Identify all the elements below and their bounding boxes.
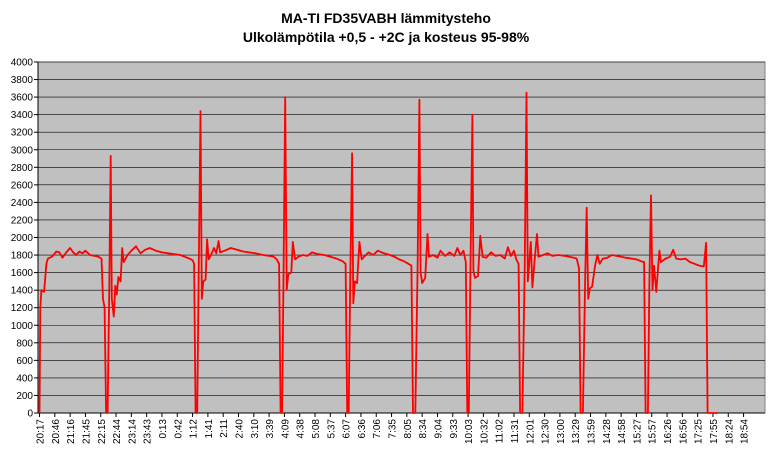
y-tick-label: 3000 — [11, 145, 34, 156]
x-tick-label: 4:38 — [296, 419, 307, 439]
x-tick-label: 5:08 — [311, 419, 322, 439]
chart-subtitle: Ulkolämpötila +0,5 - +2C ja kosteus 95-9… — [242, 29, 530, 45]
x-tick-label: 23:43 — [143, 419, 154, 444]
x-tick-label: 22:44 — [112, 419, 123, 444]
x-tick-label: 5:37 — [326, 419, 337, 439]
x-tick-label: 13:29 — [571, 419, 582, 444]
x-tick-label: 6:07 — [342, 419, 353, 439]
y-tick-label: 3600 — [11, 93, 34, 104]
y-tick-label: 1200 — [11, 303, 34, 314]
x-tick-label: 15:27 — [632, 419, 643, 444]
y-tick-label: 1800 — [11, 251, 34, 262]
x-tick-label: 6:36 — [357, 419, 368, 439]
x-tick-label: 15:57 — [648, 419, 659, 444]
x-tick-label: 20:17 — [36, 419, 47, 444]
x-tick-label: 12:30 — [541, 419, 552, 444]
x-tick-label: 4:09 — [280, 419, 291, 439]
x-tick-label: 1:41 — [204, 419, 215, 439]
x-tick-label: 22:15 — [97, 419, 108, 444]
x-tick-label: 8:34 — [418, 419, 429, 439]
x-tick-label: 17:25 — [694, 419, 705, 444]
x-tick-label: 0:42 — [173, 419, 184, 439]
x-tick-label: 7:06 — [372, 419, 383, 439]
chart-title: MA-TI FD35VABH lämmitysteho — [281, 10, 491, 26]
y-tick-label: 2000 — [11, 233, 34, 244]
y-tick-label: 2400 — [11, 198, 34, 209]
gridlines — [38, 61, 765, 414]
y-tick-label: 2200 — [11, 215, 34, 226]
x-tick-label: 10:03 — [464, 419, 475, 444]
x-tick-label: 0:13 — [158, 419, 169, 439]
y-tick-label: 4000 — [11, 58, 34, 69]
x-tick-label: 13:00 — [556, 419, 567, 444]
x-tick-label: 16:56 — [678, 419, 689, 444]
x-tick-label: 11:02 — [495, 419, 506, 444]
y-tick-label: 2800 — [11, 163, 34, 174]
x-tick-label: 9:33 — [449, 419, 460, 439]
x-tick-label: 11:31 — [510, 419, 521, 444]
y-tick-label: 1000 — [11, 321, 34, 332]
x-tick-label: 10:32 — [479, 419, 490, 444]
x-tick-label: 20:46 — [51, 419, 62, 444]
x-tick-label: 13:59 — [587, 419, 598, 444]
y-tick-label: 1400 — [11, 286, 34, 297]
y-tick-label: 2600 — [11, 180, 34, 191]
y-axis: 0 200 400 600 800 1000 1200 1400 1600 1800 2000 220… — [11, 58, 39, 420]
x-tick-label: 7:35 — [388, 419, 399, 439]
x-tick-label: 2:40 — [234, 419, 245, 439]
x-axis: 20:17 20:46 21:16 21:45 22:15 22:44 23:14 23:43… — [36, 412, 765, 444]
x-tick-label: 1:12 — [189, 419, 200, 439]
x-tick-label: 18:24 — [724, 419, 735, 444]
series-group — [38, 91, 718, 414]
x-tick-label: 14:58 — [617, 419, 628, 444]
x-tick-label: 3:10 — [250, 419, 261, 439]
x-tick-label: 17:55 — [709, 419, 720, 444]
y-tick-label: 200 — [16, 391, 33, 402]
x-tick-label: 14:28 — [602, 419, 613, 444]
y-tick-label: 400 — [16, 373, 33, 384]
x-tick-label: 21:16 — [66, 419, 77, 444]
x-tick-label: 3:39 — [265, 419, 276, 439]
series-line — [38, 91, 718, 414]
x-tick-label: 12:01 — [525, 419, 536, 444]
y-tick-label: 3200 — [11, 128, 34, 139]
x-tick-label: 21:45 — [81, 419, 92, 444]
x-tick-label: 8:05 — [403, 419, 414, 439]
y-tick-label: 600 — [16, 356, 33, 367]
x-tick-label: 2:11 — [219, 419, 230, 438]
x-tick-label: 18:54 — [740, 419, 751, 444]
y-tick-label: 0 — [27, 409, 33, 420]
y-tick-label: 3400 — [11, 110, 34, 121]
x-tick-label: 23:14 — [127, 419, 138, 444]
x-tick-label: 9:04 — [433, 419, 444, 439]
y-tick-label: 1600 — [11, 268, 34, 279]
y-tick-label: 3800 — [11, 75, 34, 86]
x-tick-label: 16:26 — [663, 419, 674, 444]
y-tick-label: 800 — [16, 338, 33, 349]
